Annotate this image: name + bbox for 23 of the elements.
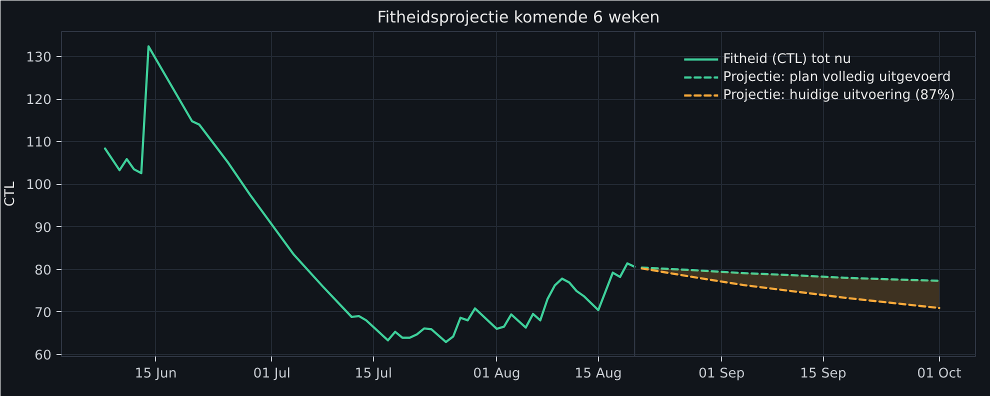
x-tick-label: 15 Sep [800, 366, 846, 382]
x-tick-label: 15 Jul [354, 366, 392, 382]
legend-label: Projectie: huidige uitvoering (87%) [723, 87, 955, 103]
x-tick-label: 15 Jun [134, 366, 177, 382]
y-tick-label: 110 [26, 136, 52, 151]
y-tick-label: 70 [34, 306, 52, 321]
y-tick-label: 90 [34, 220, 52, 236]
x-tick-label: 15 Aug [574, 366, 622, 382]
line-series [104, 45, 636, 344]
chart-title: Fitheidsprojectie komende 6 weken [377, 8, 660, 26]
y-tick-label: 60 [34, 348, 52, 364]
y-axis-title: CTL [3, 180, 18, 206]
x-tick-label: 01 Aug [473, 366, 520, 382]
line-series [640, 266, 940, 282]
y-tick-label: 120 [26, 93, 52, 108]
legend-label: Fitheid (CTL) tot nu [723, 51, 852, 67]
x-tick-label: 01 Jul [253, 366, 291, 382]
legend-label: Projectie: plan volledig uitgevoerd [723, 69, 951, 85]
x-tick-label: 01 Sep [698, 366, 745, 382]
x-tick-label: 01 Oct [917, 366, 962, 382]
y-tick-label: 130 [26, 50, 52, 66]
y-tick-label: 100 [26, 178, 52, 194]
y-tick-label: 80 [34, 263, 52, 278]
